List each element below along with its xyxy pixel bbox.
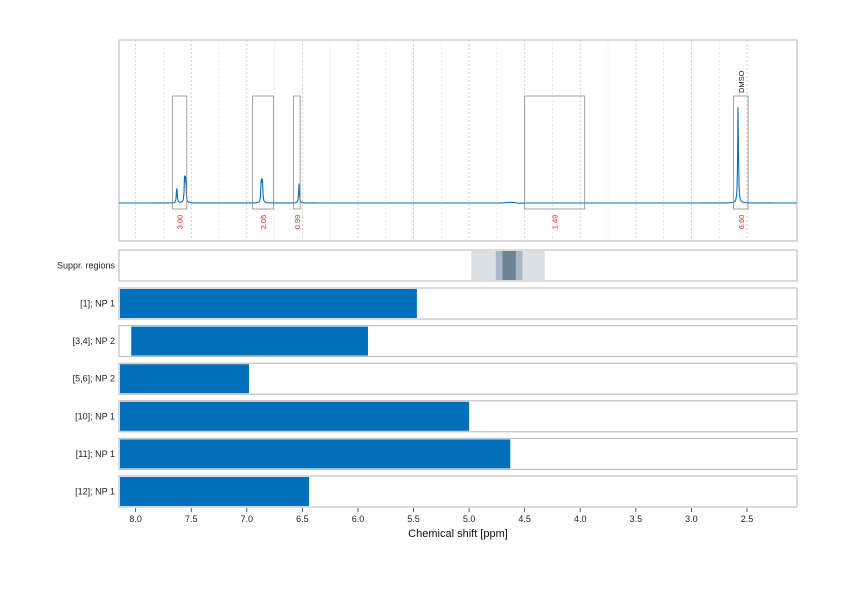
bar-rows: [1]; NP 1 [3,4]; NP 2 [5,6]; NP 2 [10]; NP … xyxy=(73,287,798,508)
bar-label: [5,6]; NP 2 xyxy=(73,374,115,384)
x-tick-label: 6.0 xyxy=(352,514,365,524)
bar xyxy=(131,326,368,356)
x-tick-label: 3.0 xyxy=(685,514,698,524)
x-tick-label: 7.5 xyxy=(185,514,198,524)
integral-label: 3.00 xyxy=(176,215,185,230)
integral-label: 1.49 xyxy=(551,215,560,230)
bar-label: [11]; NP 1 xyxy=(76,449,115,459)
suppressed-label: Suppr. regions xyxy=(57,261,116,271)
integral-label: 6.60 xyxy=(737,215,746,230)
suppressed-frame xyxy=(118,249,798,282)
spectrum-panel: 3.00 2.05 0.99 1.49 6.60 DMSO xyxy=(118,39,798,242)
integral-box xyxy=(171,95,188,210)
x-axis: 8.0 7.5 7.0 6.5 6.0 5.5 5.0 4.5 4.0 3.5 3.0 2.5 xyxy=(129,508,753,524)
bar-label: [1]; NP 1 xyxy=(80,299,115,309)
x-tick-label: 5.0 xyxy=(463,514,476,524)
x-tick-label: 4.5 xyxy=(518,514,531,524)
integral-label: 2.05 xyxy=(259,215,268,230)
x-tick-label: 6.5 xyxy=(296,514,309,524)
bar xyxy=(120,401,470,431)
bar-label: [3,4]; NP 2 xyxy=(73,336,115,346)
x-tick-label: 8.0 xyxy=(129,514,142,524)
integral-box xyxy=(293,95,301,210)
integral-box xyxy=(251,95,274,210)
suppressed-band xyxy=(502,251,516,280)
spectrum-line xyxy=(119,107,797,204)
bar xyxy=(120,477,310,506)
bar-label: [12]; NP 1 xyxy=(75,487,115,497)
x-axis-title: Chemical shift [ppm] xyxy=(408,528,508,540)
suppressed-regions-panel: Suppr. regions xyxy=(57,249,798,282)
integral-label: 0.99 xyxy=(293,215,302,230)
peak-annotation: DMSO xyxy=(737,70,746,93)
bar-label: [10]; NP 1 xyxy=(75,411,115,421)
x-tick-label: 7.0 xyxy=(241,514,254,524)
bar xyxy=(120,364,250,394)
x-tick-label: 4.0 xyxy=(574,514,587,524)
bar xyxy=(120,439,511,469)
spectrum-frame xyxy=(118,39,798,242)
x-tick-label: 2.5 xyxy=(741,514,754,524)
integral-box xyxy=(733,95,749,210)
integral-box xyxy=(524,95,586,210)
x-tick-label: 3.5 xyxy=(630,514,643,524)
x-tick-label: 5.5 xyxy=(407,514,420,524)
bar xyxy=(120,289,417,318)
